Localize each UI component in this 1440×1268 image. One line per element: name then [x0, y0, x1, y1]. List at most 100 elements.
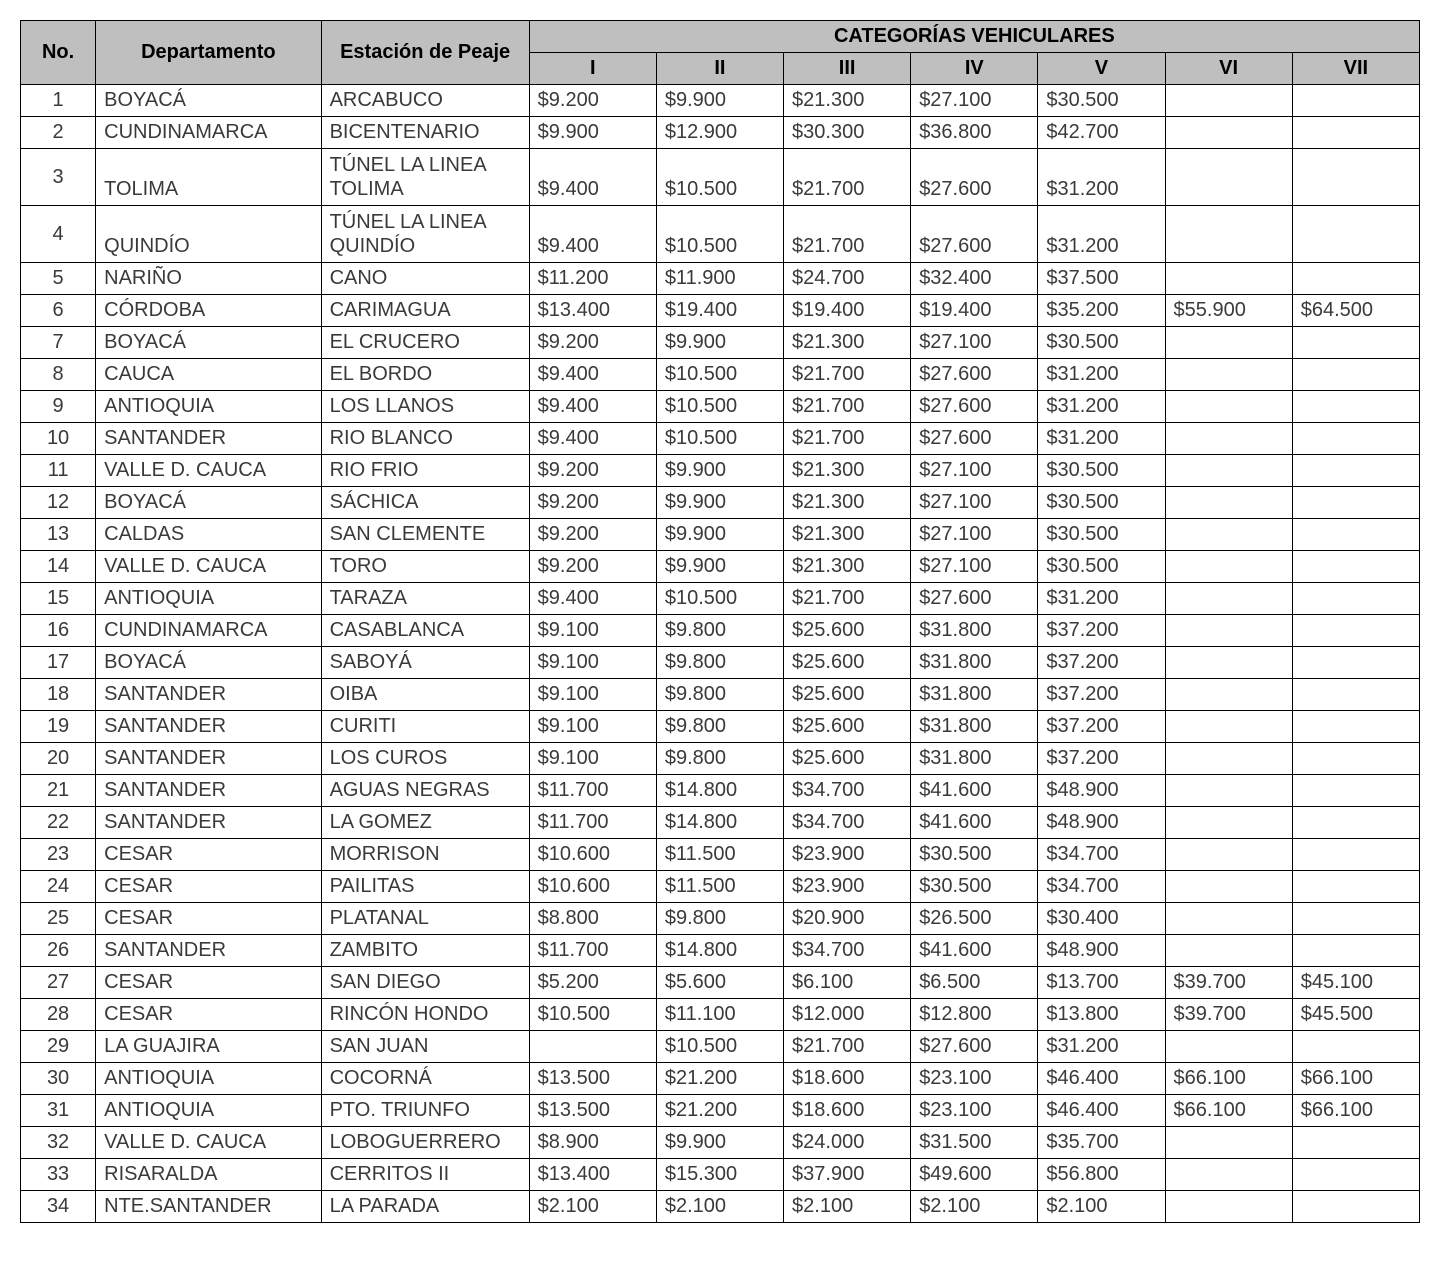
cell-cat-7: [1292, 391, 1419, 423]
cell-cat-2: $9.800: [656, 647, 783, 679]
cell-cat-3: $2.100: [784, 1191, 911, 1223]
cell-cat-2: $10.500: [656, 583, 783, 615]
cell-cat-3: $25.600: [784, 743, 911, 775]
cell-cat-1: $9.100: [529, 679, 656, 711]
cell-cat-2: $21.200: [656, 1063, 783, 1095]
cell-cat-1: $9.200: [529, 455, 656, 487]
cell-cat-4: $19.400: [911, 295, 1038, 327]
cell-cat-5: $34.700: [1038, 871, 1165, 903]
cell-cat-5: $31.200: [1038, 423, 1165, 455]
cell-cat-6: [1165, 1191, 1292, 1223]
table-row: 30ANTIOQUIACOCORNÁ$13.500$21.200$18.600$…: [21, 1063, 1420, 1095]
cell-departamento: CESAR: [96, 903, 321, 935]
cell-estacion: BICENTENARIO: [321, 117, 529, 149]
toll-prices-table: No. Departamento Estación de Peaje CATEG…: [20, 20, 1420, 1223]
cell-cat-4: $27.600: [911, 423, 1038, 455]
cell-cat-2: $10.500: [656, 206, 783, 263]
cell-cat-5: $31.200: [1038, 359, 1165, 391]
cell-cat-2: $14.800: [656, 775, 783, 807]
header-cat-1: I: [529, 53, 656, 85]
cell-cat-2: $9.800: [656, 615, 783, 647]
cell-cat-1: $13.500: [529, 1063, 656, 1095]
table-row: 18SANTANDEROIBA$9.100$9.800$25.600$31.80…: [21, 679, 1420, 711]
cell-cat-1: $9.100: [529, 615, 656, 647]
cell-cat-6: [1165, 551, 1292, 583]
cell-departamento: CESAR: [96, 839, 321, 871]
table-row: 28CESARRINCÓN HONDO$10.500$11.100$12.000…: [21, 999, 1420, 1031]
cell-cat-3: $21.700: [784, 1031, 911, 1063]
cell-cat-6: [1165, 1159, 1292, 1191]
cell-no: 34: [21, 1191, 96, 1223]
cell-cat-5: $37.200: [1038, 743, 1165, 775]
cell-cat-4: $2.100: [911, 1191, 1038, 1223]
cell-cat-1: $9.100: [529, 711, 656, 743]
cell-cat-2: $11.100: [656, 999, 783, 1031]
table-row: 9ANTIOQUIALOS LLANOS$9.400$10.500$21.700…: [21, 391, 1420, 423]
cell-cat-5: $30.500: [1038, 85, 1165, 117]
table-row: 7BOYACÁEL CRUCERO$9.200$9.900$21.300$27.…: [21, 327, 1420, 359]
cell-departamento: NARIÑO: [96, 263, 321, 295]
cell-cat-3: $34.700: [784, 807, 911, 839]
cell-cat-5: $31.200: [1038, 206, 1165, 263]
cell-cat-1: $9.400: [529, 359, 656, 391]
cell-cat-4: $31.800: [911, 615, 1038, 647]
cell-cat-2: $9.900: [656, 551, 783, 583]
cell-cat-5: $37.200: [1038, 711, 1165, 743]
cell-cat-7: [1292, 519, 1419, 551]
cell-cat-1: $9.200: [529, 327, 656, 359]
cell-cat-3: $25.600: [784, 647, 911, 679]
cell-no: 9: [21, 391, 96, 423]
cell-cat-5: $30.500: [1038, 519, 1165, 551]
cell-cat-7: [1292, 327, 1419, 359]
cell-cat-3: $21.700: [784, 583, 911, 615]
table-row: 21SANTANDERAGUAS NEGRAS$11.700$14.800$34…: [21, 775, 1420, 807]
cell-cat-1: $8.800: [529, 903, 656, 935]
table-row: 34NTE.SANTANDERLA PARADA$2.100$2.100$2.1…: [21, 1191, 1420, 1223]
cell-cat-1: $10.600: [529, 839, 656, 871]
cell-departamento: TOLIMA: [96, 149, 321, 206]
cell-cat-4: $6.500: [911, 967, 1038, 999]
cell-estacion: TÚNEL LA LINEA QUINDÍO: [321, 206, 529, 263]
cell-cat-1: $9.400: [529, 391, 656, 423]
header-estacion: Estación de Peaje: [321, 21, 529, 85]
cell-departamento: CALDAS: [96, 519, 321, 551]
cell-cat-1: $9.100: [529, 647, 656, 679]
cell-estacion: CARIMAGUA: [321, 295, 529, 327]
cell-cat-6: $66.100: [1165, 1095, 1292, 1127]
cell-cat-1: $10.600: [529, 871, 656, 903]
cell-estacion: RIO BLANCO: [321, 423, 529, 455]
cell-no: 7: [21, 327, 96, 359]
cell-cat-1: $2.100: [529, 1191, 656, 1223]
cell-estacion: PLATANAL: [321, 903, 529, 935]
cell-estacion: COCORNÁ: [321, 1063, 529, 1095]
cell-cat-2: $9.900: [656, 455, 783, 487]
cell-estacion: TORO: [321, 551, 529, 583]
cell-cat-6: [1165, 1127, 1292, 1159]
cell-cat-7: [1292, 487, 1419, 519]
table-row: 19SANTANDERCURITI$9.100$9.800$25.600$31.…: [21, 711, 1420, 743]
cell-cat-2: $2.100: [656, 1191, 783, 1223]
cell-departamento: BOYACÁ: [96, 85, 321, 117]
table-header: No. Departamento Estación de Peaje CATEG…: [21, 21, 1420, 85]
cell-cat-2: $9.800: [656, 903, 783, 935]
cell-cat-3: $24.700: [784, 263, 911, 295]
cell-departamento: SANTANDER: [96, 807, 321, 839]
cell-cat-5: $42.700: [1038, 117, 1165, 149]
table-row: 27CESARSAN DIEGO$5.200$5.600$6.100$6.500…: [21, 967, 1420, 999]
table-row: 26SANTANDERZAMBITO$11.700$14.800$34.700$…: [21, 935, 1420, 967]
cell-estacion: CURITI: [321, 711, 529, 743]
cell-departamento: CESAR: [96, 967, 321, 999]
cell-no: 12: [21, 487, 96, 519]
table-row: 12BOYACÁSÁCHICA$9.200$9.900$21.300$27.10…: [21, 487, 1420, 519]
cell-departamento: CESAR: [96, 999, 321, 1031]
cell-cat-3: $21.700: [784, 423, 911, 455]
cell-cat-6: [1165, 359, 1292, 391]
cell-cat-6: [1165, 935, 1292, 967]
cell-cat-5: $48.900: [1038, 935, 1165, 967]
cell-cat-5: $13.700: [1038, 967, 1165, 999]
header-cat-4: IV: [911, 53, 1038, 85]
cell-cat-2: $5.600: [656, 967, 783, 999]
header-cat-6: VI: [1165, 53, 1292, 85]
cell-cat-2: $15.300: [656, 1159, 783, 1191]
cell-estacion: EL CRUCERO: [321, 327, 529, 359]
